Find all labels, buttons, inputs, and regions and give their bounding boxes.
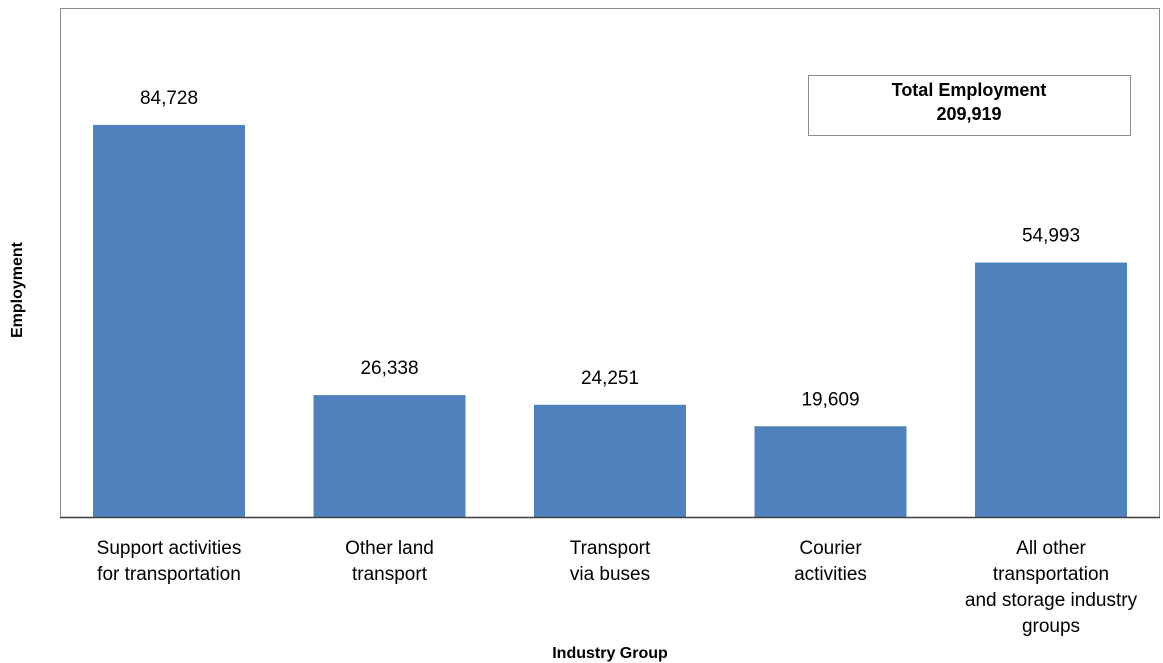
x-axis-label: Industry Group — [552, 645, 668, 662]
value-label: 26,338 — [360, 358, 418, 379]
annotation-title: Total Employment — [892, 80, 1047, 100]
bar — [975, 262, 1127, 517]
x-tick-label: for transportation — [97, 564, 241, 585]
x-tick-label: Support activities — [97, 538, 242, 559]
x-tick-label: Other land — [345, 538, 434, 559]
x-tick-label: and storage industry — [965, 590, 1138, 611]
x-tick-label: Courier — [799, 538, 862, 559]
bar — [754, 426, 907, 517]
annotation-box — [808, 75, 1131, 136]
value-label: 54,993 — [1022, 226, 1080, 247]
x-tick-label: activities — [794, 564, 867, 585]
y-axis-label: Employment — [9, 241, 26, 338]
x-tick-label: All other — [1016, 538, 1086, 559]
value-label: 19,609 — [801, 389, 859, 410]
x-tick-label: groups — [1022, 616, 1080, 637]
bar — [313, 395, 466, 517]
x-tick-label: via buses — [570, 564, 650, 585]
bar — [93, 124, 245, 518]
annotation-value: 209,919 — [936, 104, 1001, 124]
value-label: 84,728 — [140, 88, 198, 109]
bar — [534, 404, 686, 517]
x-tick-label: Transport — [570, 538, 651, 559]
x-tick-label: transportation — [993, 564, 1109, 585]
x-tick-label: transport — [352, 564, 428, 585]
value-label: 24,251 — [581, 368, 639, 389]
